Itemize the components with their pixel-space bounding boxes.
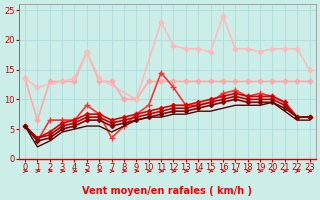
- X-axis label: Vent moyen/en rafales ( km/h ): Vent moyen/en rafales ( km/h ): [82, 186, 252, 196]
